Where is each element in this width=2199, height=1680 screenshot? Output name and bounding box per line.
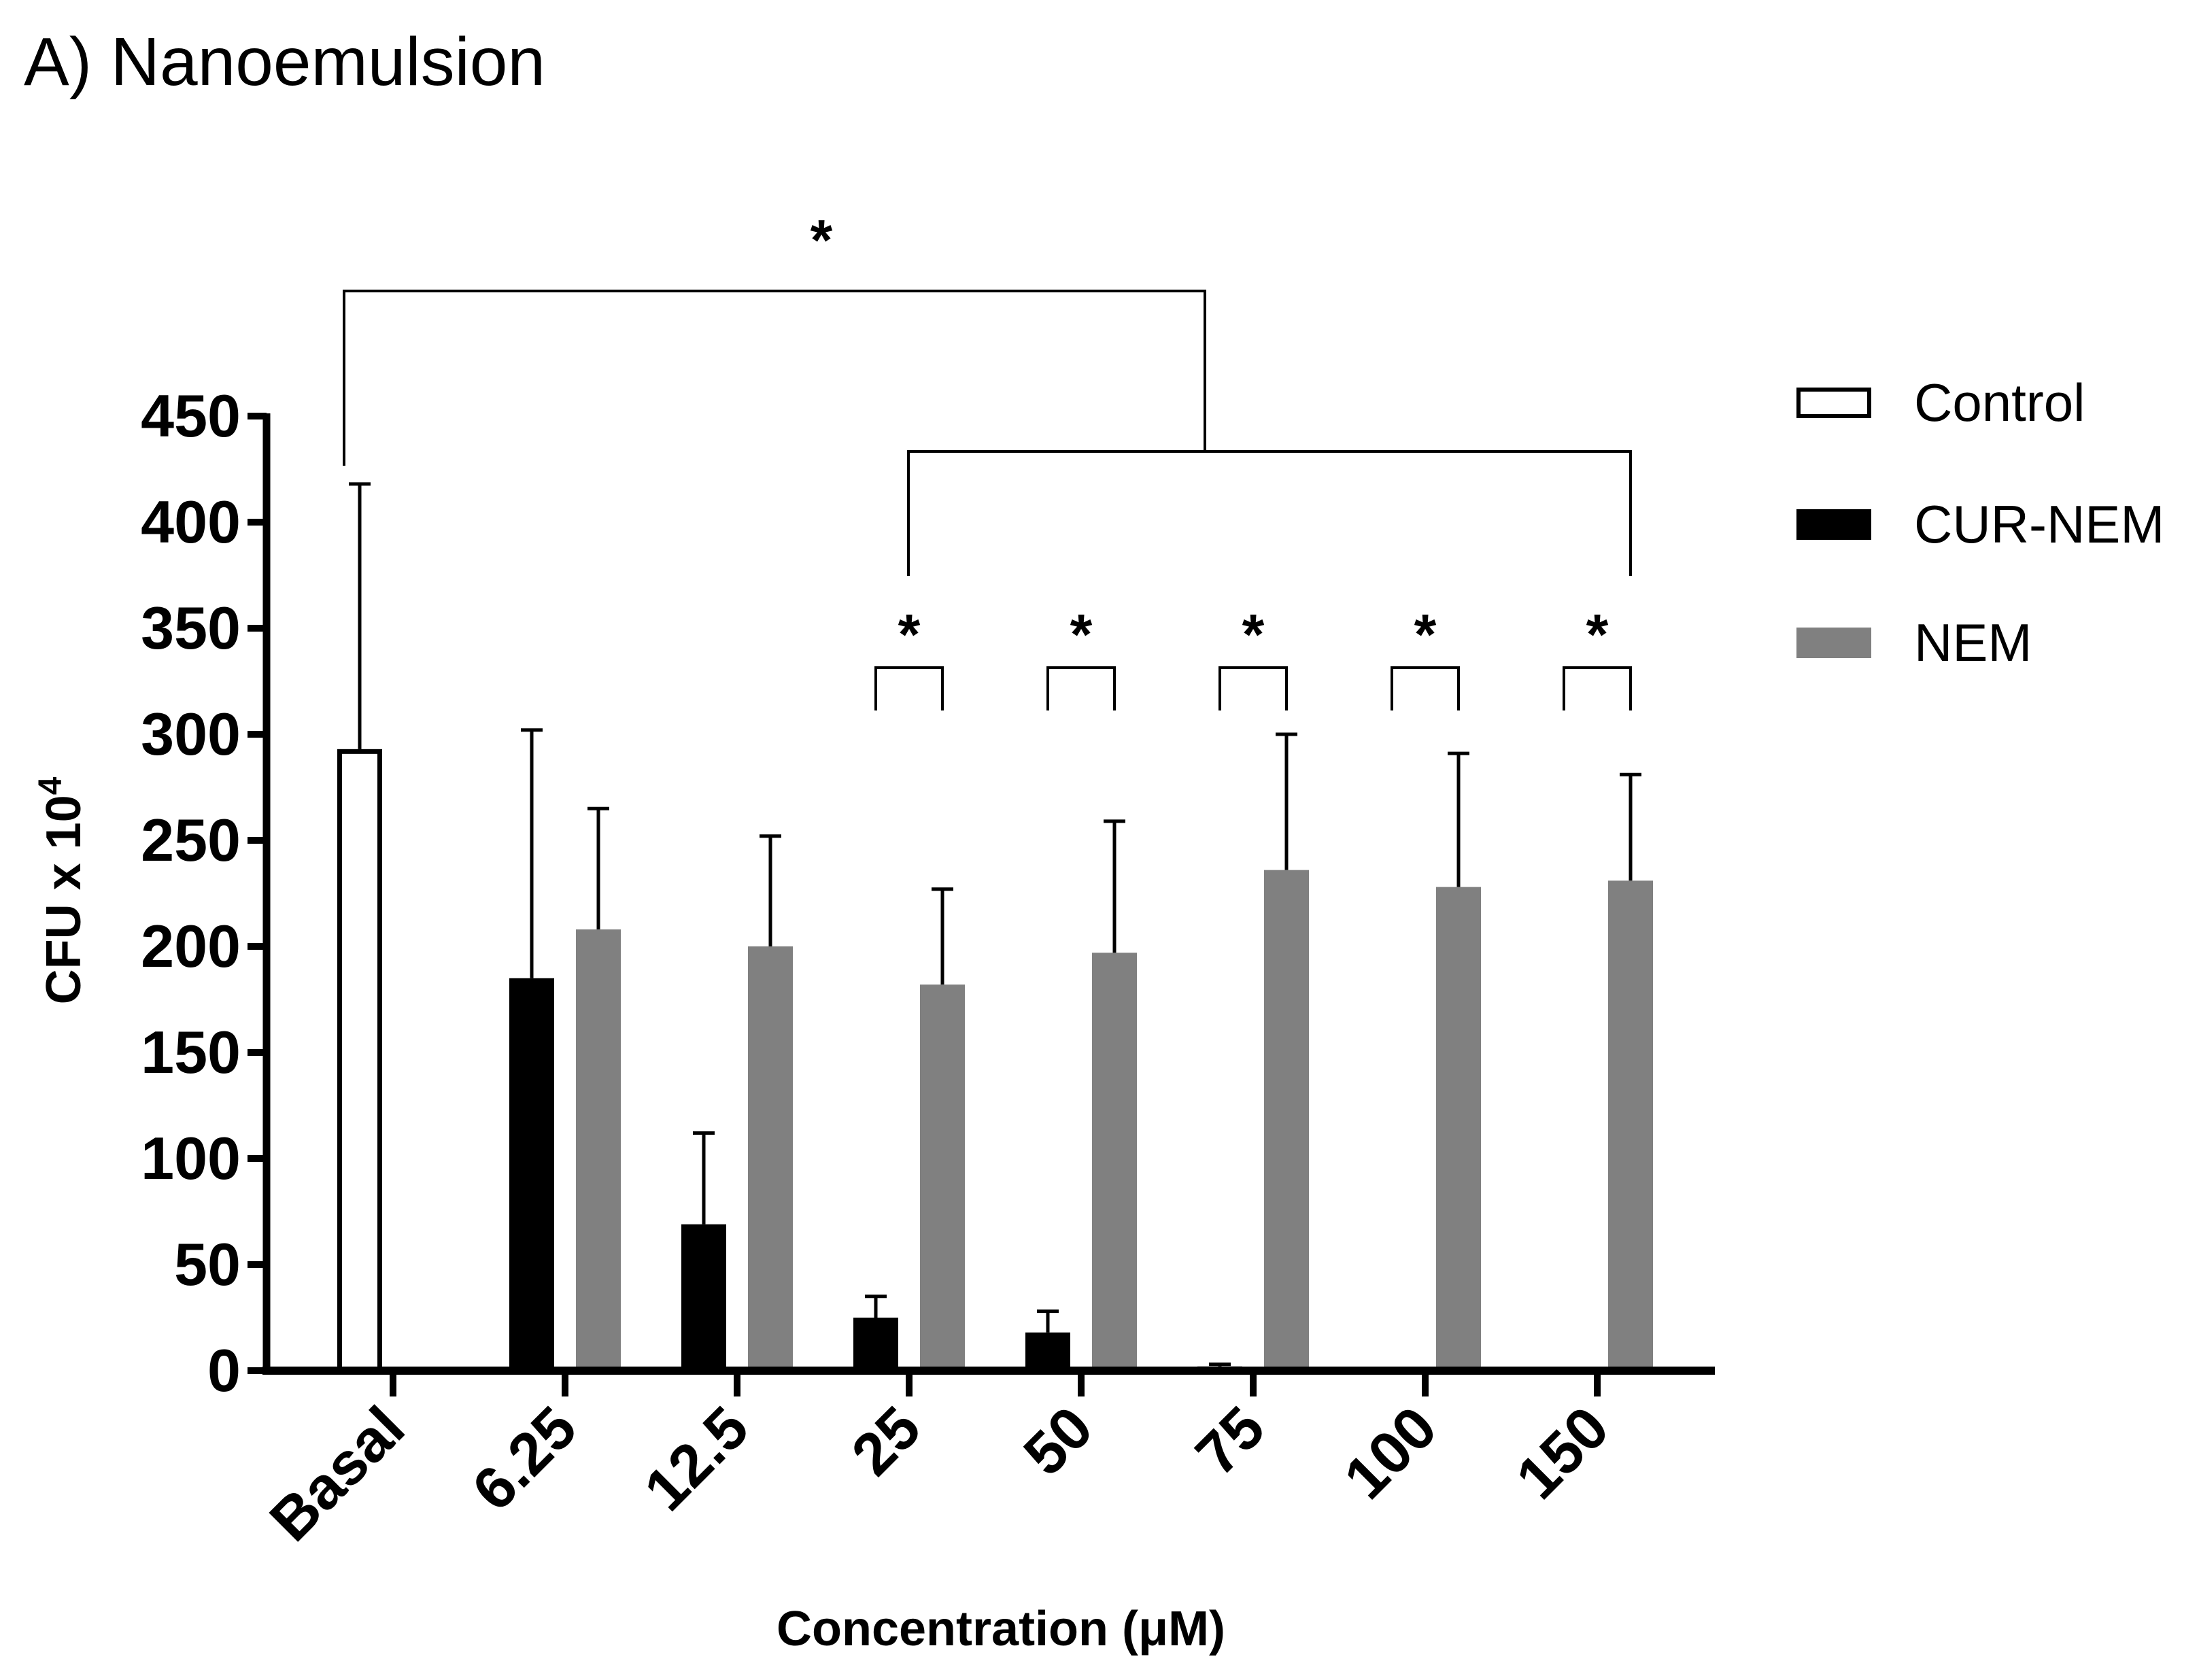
bar-nem (1092, 953, 1137, 1371)
x-tick-label: Basal (256, 1393, 417, 1554)
bar-nem (1436, 887, 1481, 1371)
x-tick-label: 150 (1503, 1393, 1622, 1511)
significance-bracket (1218, 666, 1288, 710)
x-tick-label: 100 (1331, 1393, 1450, 1511)
y-tick-label: 400 (141, 488, 241, 555)
bar-nem (1608, 880, 1653, 1371)
x-tick-label: 75 (1182, 1393, 1277, 1488)
significance-star-main: * (811, 208, 833, 272)
bar-cur-nem (1025, 1332, 1070, 1371)
y-axis-title: CFU x 104 (33, 776, 91, 1004)
x-axis-title: Concentration (μM) (777, 1602, 1225, 1656)
bar-nem (1264, 870, 1309, 1371)
bar-nem (576, 929, 621, 1371)
significance-star: * (1414, 602, 1437, 666)
legend-label: NEM (1914, 613, 2032, 672)
significance-bracket (1563, 666, 1632, 710)
y-tick-label: 450 (141, 382, 241, 449)
bar-nem (748, 946, 793, 1371)
y-tick-label: 0 (207, 1337, 241, 1404)
x-tick-label: 25 (838, 1393, 933, 1488)
y-axis-title-superscript: 4 (33, 776, 69, 795)
significance-star: * (898, 602, 921, 666)
y-tick-label: 50 (174, 1231, 241, 1298)
x-tick-label: 12.5 (631, 1393, 761, 1523)
panel-title: A) Nanoemulsion (24, 24, 545, 100)
bar-nem (920, 984, 965, 1371)
bar-cur-nem (681, 1224, 726, 1371)
legend-swatch-cur-nem (1796, 509, 1871, 540)
legend-label: Control (1914, 373, 2085, 432)
significance-bracket (1391, 666, 1460, 710)
legend-swatch-control (1796, 388, 1871, 418)
y-tick-label: 350 (141, 594, 241, 662)
significance-star: * (1242, 602, 1265, 666)
bar-control (337, 749, 382, 1373)
legend-label: CUR-NEM (1914, 494, 2164, 554)
y-tick-label: 150 (141, 1018, 241, 1086)
significance-bracket (1046, 666, 1116, 710)
x-tick-label: 50 (1010, 1393, 1105, 1488)
legend-swatch-nem (1796, 628, 1871, 658)
group-bracket-main (343, 290, 1206, 466)
y-tick-label: 200 (141, 912, 241, 980)
bar-cur-nem (509, 978, 554, 1371)
y-tick-label: 250 (141, 806, 241, 874)
group-bracket-right (907, 450, 1632, 576)
significance-star: * (1586, 602, 1609, 666)
bar-cur-nem (853, 1318, 898, 1371)
significance-star: * (1070, 602, 1093, 666)
significance-bracket (874, 666, 944, 710)
x-tick-label: 6.25 (459, 1393, 589, 1523)
y-tick-label: 100 (141, 1125, 241, 1192)
y-tick-label: 300 (141, 700, 241, 768)
